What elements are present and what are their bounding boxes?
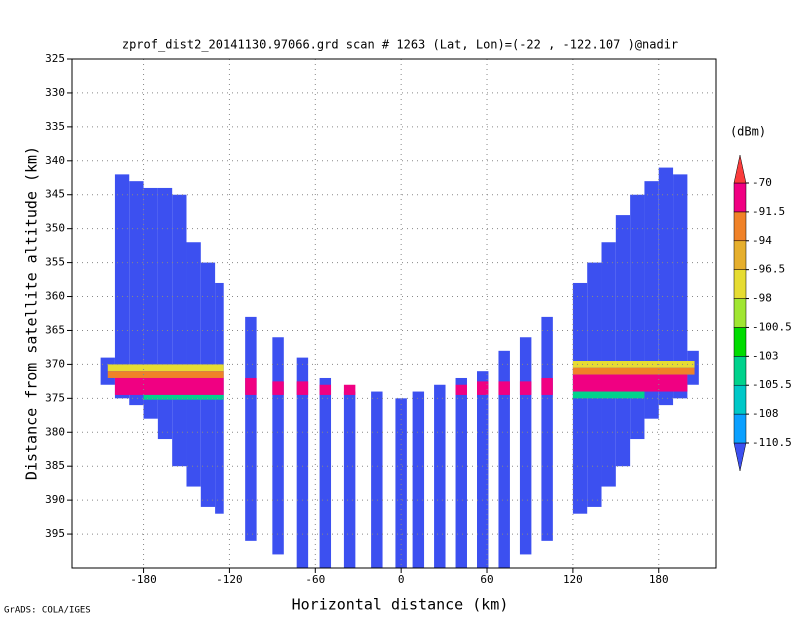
field-cell <box>172 194 187 467</box>
y-tick-label: 390 <box>45 493 65 506</box>
colorbar-swatch <box>733 182 747 213</box>
y-tick-label: 360 <box>45 290 65 303</box>
y-tick-label: 350 <box>45 222 65 235</box>
colorbar-swatch <box>733 356 747 386</box>
field-cell <box>245 316 257 541</box>
y-tick-label: 385 <box>45 459 65 472</box>
colorbar-swatch <box>733 442 747 472</box>
x-tick-label: -120 <box>216 573 243 586</box>
x-tick-label: 0 <box>398 573 405 586</box>
colorbar-swatch <box>733 327 747 357</box>
field-cell <box>143 394 224 400</box>
colorbar-label: -103 <box>752 349 779 362</box>
colorbar-label: -96.5 <box>752 263 785 276</box>
field-cell <box>107 364 224 372</box>
field-cell <box>630 194 645 440</box>
colorbar-label: -108 <box>752 407 779 420</box>
field-cell <box>541 316 553 541</box>
plot-frame <box>71 58 717 569</box>
y-tick-label: 345 <box>45 188 65 201</box>
field-cell <box>143 187 158 419</box>
y-tick-label: 375 <box>45 391 65 404</box>
field-cell <box>319 384 332 395</box>
colorbar-label: -100.5 <box>752 320 792 333</box>
field-cell <box>129 181 144 406</box>
field-cell <box>498 350 510 568</box>
colorbar-label: -110.5 <box>752 436 792 449</box>
field-cell <box>572 361 695 368</box>
field-cell <box>644 181 659 419</box>
y-tick-label: 330 <box>45 86 65 99</box>
y-tick-label: 335 <box>45 120 65 133</box>
field-cell <box>455 377 467 568</box>
field-cell <box>477 381 489 395</box>
field-cell <box>572 391 645 399</box>
y-tick-label: 370 <box>45 357 65 370</box>
colorbar-swatch <box>733 413 747 444</box>
field-cell <box>371 391 383 568</box>
x-axis-label: Horizontal distance (km) <box>292 596 509 614</box>
colorbar-swatch <box>733 240 747 270</box>
field-cell <box>395 398 407 568</box>
field-cell <box>658 167 674 406</box>
field-cell <box>296 381 309 395</box>
field-cell <box>519 337 532 555</box>
y-axis-label: Distance from satellite altitude (km) <box>23 146 41 480</box>
field-cell <box>343 384 356 395</box>
field-cell <box>412 391 425 568</box>
x-tick-label: 120 <box>563 573 583 586</box>
field-cell <box>615 215 631 467</box>
field-cell <box>541 377 553 395</box>
y-tick-label: 380 <box>45 425 65 438</box>
y-tick-label: 355 <box>45 256 65 269</box>
x-tick-label: 180 <box>649 573 669 586</box>
colorbar-label: -70 <box>752 176 772 189</box>
y-tick-label: 340 <box>45 154 65 167</box>
field-cell <box>157 187 173 440</box>
field-cell <box>477 371 489 568</box>
colorbar-unit: (dBm) <box>730 125 766 139</box>
colorbar-swatch <box>733 211 747 242</box>
chart-title: zprof_dist2_20141130.97066.grd scan # 12… <box>122 38 678 52</box>
colorbar-swatch <box>733 384 747 415</box>
colorbar-label: -98 <box>752 292 772 305</box>
field-cell <box>114 174 130 399</box>
colorbar-swatch <box>733 298 747 328</box>
field-cell <box>673 174 688 399</box>
field-cell <box>572 367 695 375</box>
field-cell <box>434 384 446 568</box>
x-tick-label: 60 <box>480 573 493 586</box>
field-cell <box>319 377 332 568</box>
field-cell <box>296 357 309 568</box>
field-cell <box>245 377 257 395</box>
colorbar-label: -91.5 <box>752 205 785 218</box>
field-cell <box>572 374 688 392</box>
field-cell <box>455 384 467 395</box>
y-tick-label: 325 <box>45 52 65 65</box>
y-tick-label: 395 <box>45 527 65 540</box>
field-cell <box>519 381 532 395</box>
field-cell <box>107 371 224 378</box>
field-cell <box>272 381 284 395</box>
colorbar-label: -94 <box>752 234 772 247</box>
footer: GrADS: COLA/IGES <box>4 606 91 616</box>
x-tick-label: -60 <box>305 573 325 586</box>
y-tick-label: 365 <box>45 323 65 336</box>
field-cell <box>343 391 356 568</box>
field-cell <box>272 337 284 555</box>
colorbar-swatch <box>733 154 747 184</box>
field-cell <box>498 381 510 395</box>
colorbar-swatch <box>733 269 747 299</box>
colorbar-label: -105.5 <box>752 378 792 391</box>
field-cell <box>114 377 224 395</box>
x-tick-label: -180 <box>130 573 157 586</box>
